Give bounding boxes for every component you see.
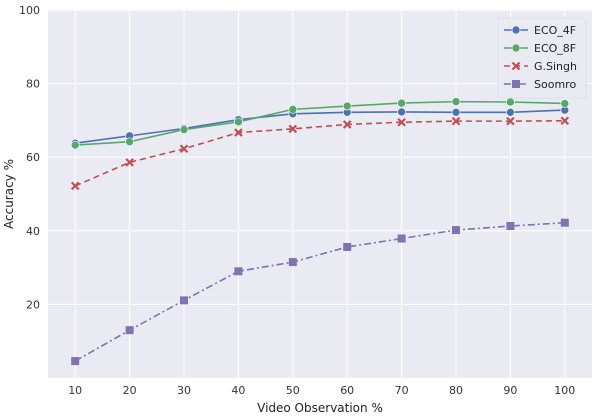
data-point (180, 296, 188, 305)
data-point (451, 116, 461, 126)
legend-label: ECO_4F (534, 24, 576, 37)
data-point (179, 144, 189, 154)
data-point (452, 226, 460, 235)
x-tick-label: 40 (231, 384, 245, 397)
y-tick-label: 20 (26, 298, 40, 311)
data-point (397, 98, 406, 108)
x-axis-label: Video Observation % (257, 401, 383, 415)
data-point (234, 128, 243, 137)
legend-label: Soomro (534, 78, 576, 91)
legend-item: ECO_4F (504, 24, 576, 37)
data-point (288, 258, 297, 267)
y-axis-label: Accuracy % (2, 159, 16, 229)
x-tick-label: 80 (449, 384, 463, 397)
x-tick-label: 50 (286, 384, 300, 397)
series-soomro (71, 218, 569, 366)
legend-item: Soomro (504, 78, 576, 91)
y-tick-label: 40 (26, 225, 40, 238)
legend-label: G.Singh (534, 60, 577, 73)
data-point (288, 124, 298, 134)
data-point (288, 105, 298, 114)
y-tick-label: 80 (26, 78, 40, 91)
data-point (234, 117, 243, 127)
legend-marker (512, 80, 520, 88)
legend-marker (511, 43, 521, 53)
data-point (179, 125, 189, 134)
data-point (506, 116, 515, 126)
legend: ECO_4F ECO_8F G.Singh Soomro (497, 17, 587, 99)
series-line (75, 100, 565, 146)
data-point (397, 107, 406, 117)
data-point (451, 108, 461, 117)
y-tick-label: 60 (26, 151, 40, 164)
data-point (70, 140, 80, 150)
tick-labels: 10 20 30 40 50 60 70 80 90 100 20 40 60 80 100 (19, 4, 575, 397)
data-point (343, 242, 352, 251)
x-tick-label: 10 (68, 384, 82, 397)
y-tick-label: 100 (19, 4, 40, 17)
data-point (342, 101, 352, 111)
data-point (234, 267, 243, 276)
data-point (125, 137, 134, 147)
legend-marker (511, 25, 521, 35)
legend-frame (497, 17, 587, 99)
legend-marker (511, 61, 521, 71)
legend-label: ECO_8F (534, 42, 576, 55)
series-eco-8f (70, 97, 570, 150)
data-point (397, 117, 406, 127)
data-point (506, 222, 515, 231)
x-tick-label: 30 (177, 384, 191, 397)
series-g-singh (70, 116, 570, 191)
data-point (342, 120, 352, 129)
data-point (506, 108, 515, 117)
series-line (74, 221, 565, 362)
series-line (75, 109, 565, 145)
data-point (506, 97, 515, 107)
series-layer (70, 97, 570, 366)
data-point (451, 97, 461, 106)
data-point (560, 218, 569, 227)
legend-item: G.Singh (504, 60, 577, 73)
data-point (70, 181, 80, 191)
x-tick-label: 100 (554, 384, 575, 397)
x-tick-label: 20 (123, 384, 137, 397)
data-point (125, 158, 134, 167)
data-point (560, 99, 570, 108)
legend-item: ECO_8F (504, 42, 576, 55)
x-tick-label: 70 (395, 384, 409, 397)
data-point (71, 357, 80, 366)
x-tick-label: 60 (340, 384, 354, 397)
data-point (560, 116, 570, 126)
data-point (125, 326, 134, 335)
x-tick-label: 90 (503, 384, 517, 397)
data-point (397, 234, 406, 243)
series-line (74, 119, 565, 187)
